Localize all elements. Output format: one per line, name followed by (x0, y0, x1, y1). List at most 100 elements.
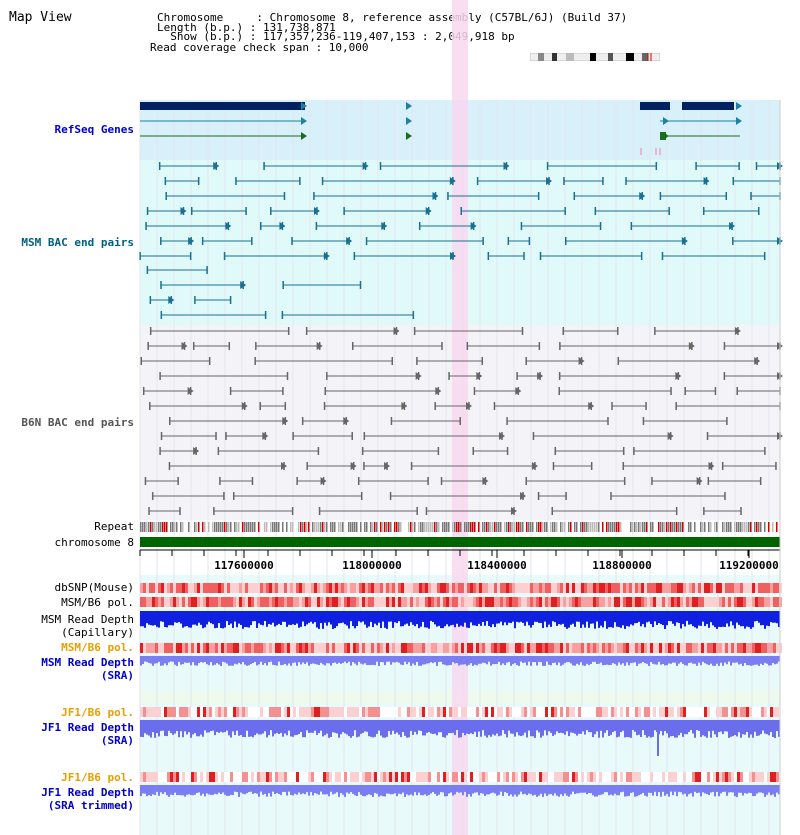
depth-bar (264, 720, 266, 732)
track-label-jf1-b6-pol-1[interactable]: JF1/B6 pol. (61, 706, 134, 719)
depth-bar (414, 611, 416, 627)
heat-cell (725, 643, 728, 653)
heat-cell (410, 707, 413, 717)
heat-cell (611, 643, 614, 653)
depth-bar (398, 785, 400, 794)
depth-bar (664, 611, 666, 629)
track-label-repeat[interactable]: Repeat (94, 520, 134, 533)
depth-bar (258, 656, 260, 665)
depth-bar (468, 785, 470, 795)
depth-bar (718, 656, 720, 666)
depth-bar (150, 611, 152, 626)
heat-cell (713, 643, 716, 653)
heat-cell (644, 707, 647, 717)
heat-cell (371, 772, 374, 782)
track-label-jf1-depth-trimmed[interactable]: JF1 Read Depth (SRA trimmed) (41, 786, 134, 812)
heat-cell (569, 583, 572, 593)
chromosome-ideogram[interactable] (530, 53, 660, 61)
depth-bar (470, 720, 472, 734)
heat-cell (494, 643, 497, 653)
heat-cell (413, 597, 416, 607)
depth-bar (636, 656, 638, 666)
depth-bar (706, 720, 708, 738)
track-label-refseq[interactable]: RefSeq Genes (54, 123, 134, 136)
heat-cell (740, 643, 743, 653)
heat-cell (692, 772, 695, 782)
heat-cell (221, 643, 224, 653)
depth-bar (472, 785, 474, 794)
heat-cell (218, 643, 221, 653)
depth-bar (654, 720, 656, 731)
heat-cell (743, 707, 746, 717)
repeat-bar (750, 522, 752, 532)
depth-bar (658, 785, 660, 793)
track-label-b6n-bac[interactable]: B6N BAC end pairs (21, 416, 134, 429)
heat-cell (506, 597, 509, 607)
repeat-bar (394, 522, 396, 532)
depth-bar (408, 611, 410, 626)
depth-bar (310, 785, 312, 792)
bac-arrow (476, 372, 483, 380)
depth-bar (440, 611, 442, 629)
depth-bar (204, 785, 206, 797)
depth-bar (262, 611, 264, 626)
depth-bar (532, 611, 534, 626)
heat-cell (296, 772, 299, 782)
heat-cell (332, 643, 335, 653)
depth-bar (626, 656, 628, 663)
depth-bar (170, 611, 172, 626)
heat-cell (695, 707, 698, 717)
depth-bar (718, 720, 720, 733)
heat-cell (146, 707, 149, 717)
depth-bar (332, 611, 334, 629)
heat-cell (605, 597, 608, 607)
depth-bar (620, 656, 622, 665)
heat-cell (149, 772, 152, 782)
track-label-msm-b6-pol-2[interactable]: MSM/B6 pol. (61, 641, 134, 654)
depth-bar (658, 611, 660, 624)
depth-bar (292, 785, 294, 796)
heat-cell (341, 597, 344, 607)
depth-bar (304, 611, 306, 627)
depth-bar (280, 720, 282, 733)
repeat-bar (332, 522, 334, 532)
depth-bar (172, 656, 174, 662)
heat-cell (476, 707, 479, 717)
heat-cell (722, 643, 725, 653)
depth-bar (770, 720, 772, 732)
depth-bar (600, 611, 602, 626)
repeat-bar (234, 522, 236, 532)
track-label-msm-depth-capillary[interactable]: MSM Read Depth (Capillary) (41, 613, 134, 639)
track-label-dbsnp[interactable]: dbSNP(Mouse) (54, 581, 134, 594)
heat-cell (764, 707, 767, 717)
depth-bar (764, 656, 766, 663)
track-label-chromosome[interactable]: chromosome 8 (54, 536, 134, 549)
track-label-msm-b6-pol-1[interactable]: MSM/B6 pol. (61, 596, 134, 609)
repeat-bar (314, 522, 316, 532)
track-label-jf1-depth-sra[interactable]: JF1 Read Depth (SRA) (41, 721, 134, 747)
heat-cell (395, 583, 398, 593)
heat-cell (662, 772, 665, 782)
heat-cell (470, 707, 473, 717)
depth-bar (228, 611, 230, 625)
heat-cell (281, 707, 284, 717)
depth-bar (162, 611, 164, 622)
heat-cell (659, 707, 662, 717)
depth-bar (298, 785, 300, 793)
heat-cell (704, 583, 707, 593)
depth-bar (370, 785, 372, 796)
depth-bar (766, 656, 768, 664)
depth-bar (352, 785, 354, 794)
depth-bar (444, 611, 446, 627)
track-label-msm-bac[interactable]: MSM BAC end pairs (21, 236, 134, 249)
heat-cell (545, 583, 548, 593)
depth-bar (616, 611, 618, 627)
heat-cell (299, 772, 302, 782)
depth-bar (294, 720, 296, 736)
heat-cell (752, 597, 755, 607)
track-label-msm-depth-sra[interactable]: MSM Read Depth (SRA) (41, 656, 134, 682)
track-label-jf1-b6-pol-2[interactable]: JF1/B6 pol. (61, 771, 134, 784)
depth-bar (314, 656, 316, 664)
depth-bar (510, 720, 512, 734)
